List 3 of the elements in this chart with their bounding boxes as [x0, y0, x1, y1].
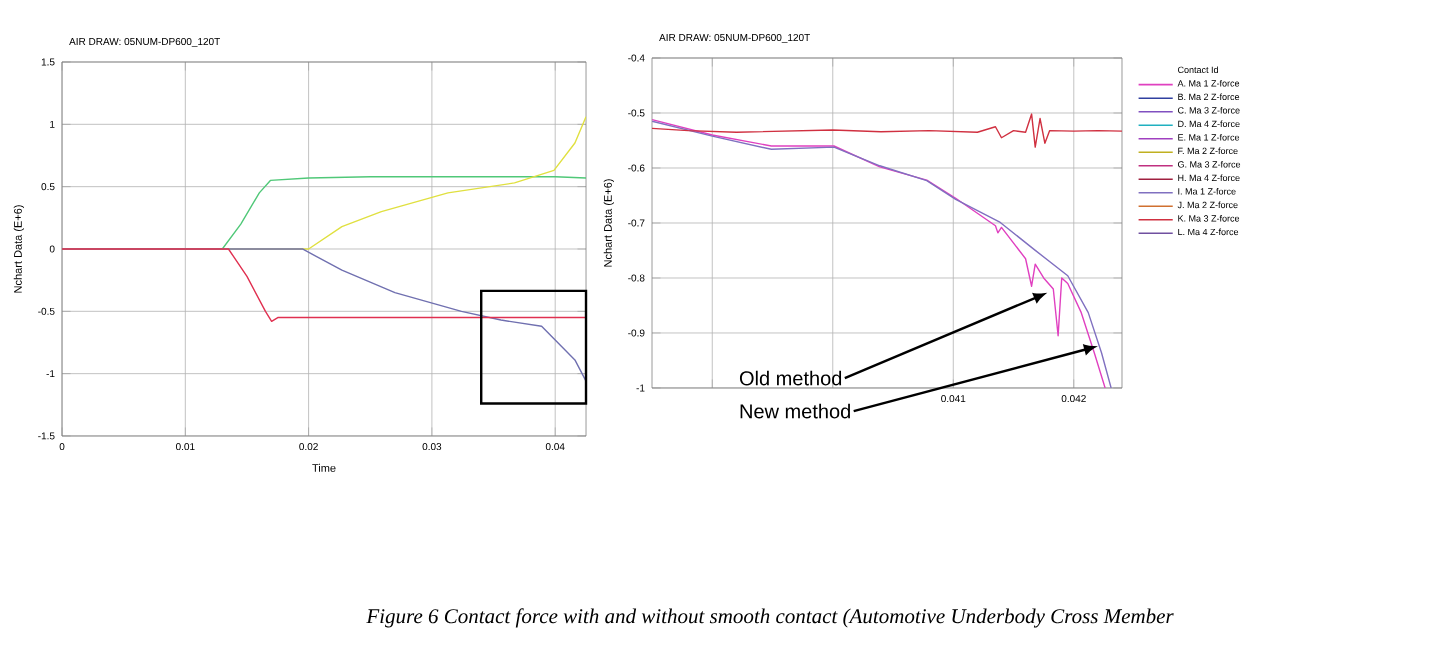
annotation: New method: [740, 403, 850, 419]
caption: Figure 6 Contact force with and without smooth contact (Automotive Underbody Cross Member: [366, 608, 1174, 628]
annotation: Old method: [739, 370, 842, 386]
